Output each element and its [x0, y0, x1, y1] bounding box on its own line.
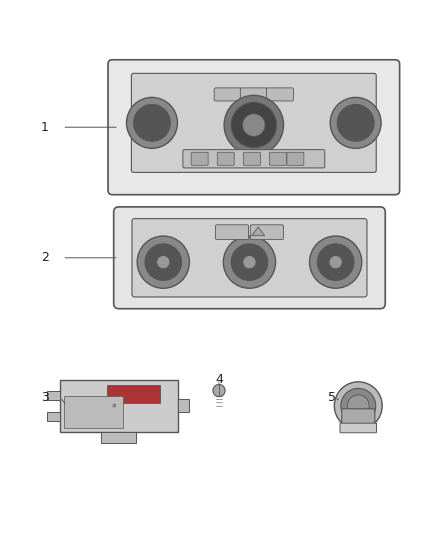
- FancyBboxPatch shape: [60, 379, 178, 432]
- FancyBboxPatch shape: [214, 88, 241, 101]
- Circle shape: [213, 384, 225, 397]
- Circle shape: [318, 244, 354, 280]
- Circle shape: [157, 256, 170, 269]
- FancyBboxPatch shape: [269, 152, 286, 165]
- FancyBboxPatch shape: [266, 88, 293, 101]
- Circle shape: [224, 95, 283, 155]
- FancyBboxPatch shape: [244, 152, 260, 165]
- FancyBboxPatch shape: [108, 60, 399, 195]
- Circle shape: [329, 256, 342, 269]
- Text: 1: 1: [41, 121, 49, 134]
- Circle shape: [330, 98, 381, 148]
- FancyBboxPatch shape: [64, 396, 123, 427]
- Circle shape: [347, 395, 369, 417]
- Circle shape: [127, 98, 177, 148]
- FancyBboxPatch shape: [107, 385, 160, 403]
- FancyBboxPatch shape: [240, 88, 267, 101]
- FancyBboxPatch shape: [47, 391, 60, 400]
- FancyBboxPatch shape: [287, 152, 304, 165]
- FancyBboxPatch shape: [178, 399, 188, 413]
- FancyBboxPatch shape: [183, 150, 325, 168]
- Circle shape: [243, 114, 265, 136]
- Polygon shape: [252, 227, 265, 236]
- Circle shape: [137, 236, 189, 288]
- FancyBboxPatch shape: [131, 74, 376, 172]
- FancyBboxPatch shape: [340, 423, 377, 433]
- FancyBboxPatch shape: [191, 152, 208, 165]
- Circle shape: [145, 244, 182, 280]
- FancyBboxPatch shape: [342, 409, 375, 429]
- Text: 5: 5: [328, 391, 336, 403]
- Circle shape: [310, 236, 362, 288]
- Text: 2: 2: [41, 251, 49, 264]
- FancyBboxPatch shape: [132, 219, 367, 297]
- FancyBboxPatch shape: [47, 412, 60, 421]
- FancyBboxPatch shape: [251, 225, 283, 240]
- Circle shape: [231, 244, 268, 280]
- Text: 4: 4: [215, 373, 223, 386]
- FancyBboxPatch shape: [215, 225, 249, 240]
- FancyBboxPatch shape: [102, 432, 136, 443]
- FancyBboxPatch shape: [217, 152, 234, 165]
- Circle shape: [223, 236, 276, 288]
- Text: *: *: [112, 403, 117, 413]
- Circle shape: [243, 256, 256, 269]
- Circle shape: [337, 104, 374, 141]
- Circle shape: [231, 102, 276, 148]
- Text: 3: 3: [41, 391, 49, 403]
- Circle shape: [341, 389, 376, 423]
- Circle shape: [134, 104, 170, 141]
- Circle shape: [334, 382, 382, 430]
- FancyBboxPatch shape: [114, 207, 385, 309]
